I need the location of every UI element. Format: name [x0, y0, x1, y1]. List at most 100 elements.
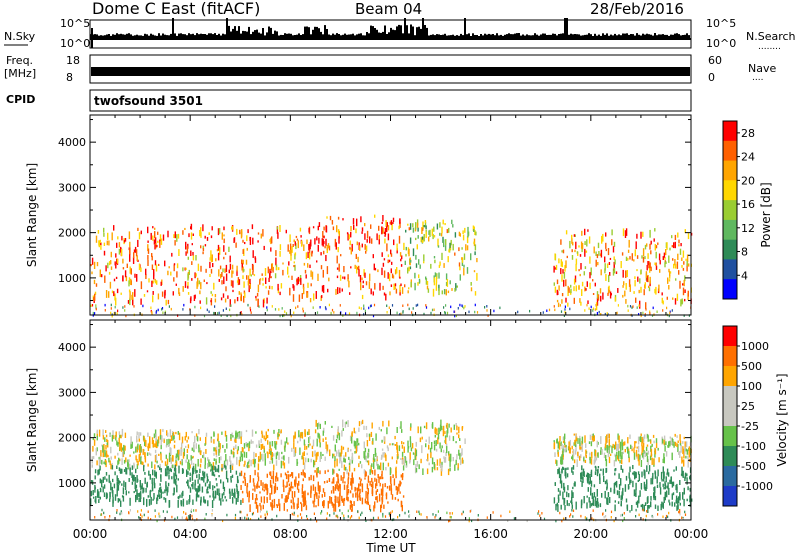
heatmap-cell	[273, 429, 275, 434]
heatmap-cell	[225, 499, 228, 502]
heatmap-cell	[297, 519, 299, 522]
heatmap-cell	[681, 257, 683, 261]
heatmap-cell	[614, 468, 616, 472]
heatmap-cell	[386, 445, 389, 449]
heatmap-cell	[439, 222, 441, 228]
heatmap-cell	[425, 422, 428, 430]
heatmap-cell	[553, 282, 555, 286]
heatmap-cell	[151, 264, 154, 270]
heatmap-cell	[157, 231, 159, 235]
heatmap-cell	[686, 449, 688, 455]
heatmap-cell	[164, 289, 166, 296]
heatmap-cell	[337, 487, 339, 491]
heatmap-cell	[638, 304, 640, 307]
heatmap-cell	[647, 505, 649, 513]
heatmap-cell	[410, 259, 412, 263]
heatmap-cell	[651, 514, 653, 518]
heatmap-cell	[364, 272, 366, 278]
heatmap-cell	[622, 228, 625, 237]
nsky-bar	[274, 30, 276, 38]
heatmap-cell	[193, 468, 195, 472]
colorbar-tick-label: 12	[741, 222, 755, 235]
heatmap-cell	[363, 451, 365, 459]
heatmap-cell	[589, 474, 591, 478]
heatmap-cell	[223, 245, 225, 252]
heatmap-cell	[645, 308, 647, 311]
heatmap-cell	[292, 284, 294, 289]
heatmap-cell	[140, 298, 142, 305]
heatmap-cell	[476, 258, 478, 263]
nsky-bar	[660, 34, 662, 38]
nsky-bar	[350, 34, 352, 38]
heatmap-cell	[116, 509, 118, 512]
heatmap-cell	[654, 486, 656, 494]
heatmap-cell	[167, 465, 169, 471]
heatmap-cell	[447, 256, 449, 263]
nsky-bar	[370, 25, 372, 38]
heatmap-cell	[207, 479, 209, 482]
heatmap-cell	[373, 263, 375, 271]
heatmap-cell	[307, 458, 310, 463]
heatmap-cell	[232, 451, 234, 455]
heatmap-cell	[423, 312, 425, 316]
heatmap-cell	[565, 230, 568, 235]
heatmap-cell	[570, 500, 572, 503]
heatmap-cell	[140, 456, 142, 465]
heatmap-cell	[354, 441, 357, 446]
heatmap-cell	[621, 451, 623, 460]
heatmap-cell	[422, 228, 424, 231]
colorbar-bin	[723, 426, 737, 447]
heatmap-cell	[200, 232, 202, 238]
heatmap-cell	[602, 292, 604, 300]
heatmap-cell	[141, 483, 143, 489]
heatmap-cell	[392, 275, 395, 279]
heatmap-cell	[462, 234, 465, 241]
heatmap-cell	[186, 469, 188, 477]
heatmap-cell	[408, 307, 410, 311]
heatmap-cell	[388, 512, 390, 515]
heatmap-cell	[291, 491, 294, 499]
heatmap-cell	[439, 232, 441, 236]
heatmap-cell	[188, 463, 190, 471]
heatmap-cell	[670, 438, 672, 446]
heatmap-cell	[629, 477, 631, 485]
heatmap-cell	[359, 480, 362, 486]
heatmap-cell	[94, 312, 96, 315]
heatmap-cell	[270, 271, 272, 274]
heatmap-cell	[394, 444, 396, 446]
heatmap-cell	[459, 445, 461, 449]
heatmap-cell	[146, 498, 148, 507]
heatmap-cell	[249, 237, 252, 245]
heatmap-cell	[669, 502, 671, 506]
heatmap-cell	[150, 489, 152, 493]
heatmap-cell	[312, 475, 315, 482]
heatmap-cell	[106, 478, 108, 482]
heatmap-cell	[340, 445, 343, 454]
heatmap-cell	[173, 444, 176, 449]
heatmap-cell	[308, 244, 310, 251]
heatmap-cell	[680, 444, 682, 453]
heatmap-cell	[415, 463, 417, 470]
heatmap-cell	[396, 486, 399, 494]
heatmap-cell	[576, 459, 578, 467]
heatmap-cell	[103, 511, 105, 515]
heatmap-cell	[257, 240, 259, 243]
heatmap-cell	[458, 247, 460, 252]
heatmap-cell	[651, 314, 654, 317]
heatmap-cell	[322, 488, 325, 493]
heatmap-cell	[112, 430, 114, 437]
heatmap-cell	[165, 481, 167, 489]
heatmap-cell	[430, 451, 432, 459]
heatmap-cell	[205, 449, 207, 454]
heatmap-cell	[597, 501, 599, 508]
heatmap-cell	[138, 263, 141, 271]
heatmap-cell	[164, 489, 166, 494]
heatmap-cell	[205, 432, 208, 437]
heatmap-cell	[629, 305, 632, 308]
heatmap-cell	[382, 512, 384, 516]
heatmap-cell	[679, 511, 681, 514]
heatmap-cell	[101, 479, 103, 488]
heatmap-cell	[293, 265, 295, 268]
heatmap-cell	[646, 452, 648, 455]
heatmap-cell	[181, 492, 183, 498]
